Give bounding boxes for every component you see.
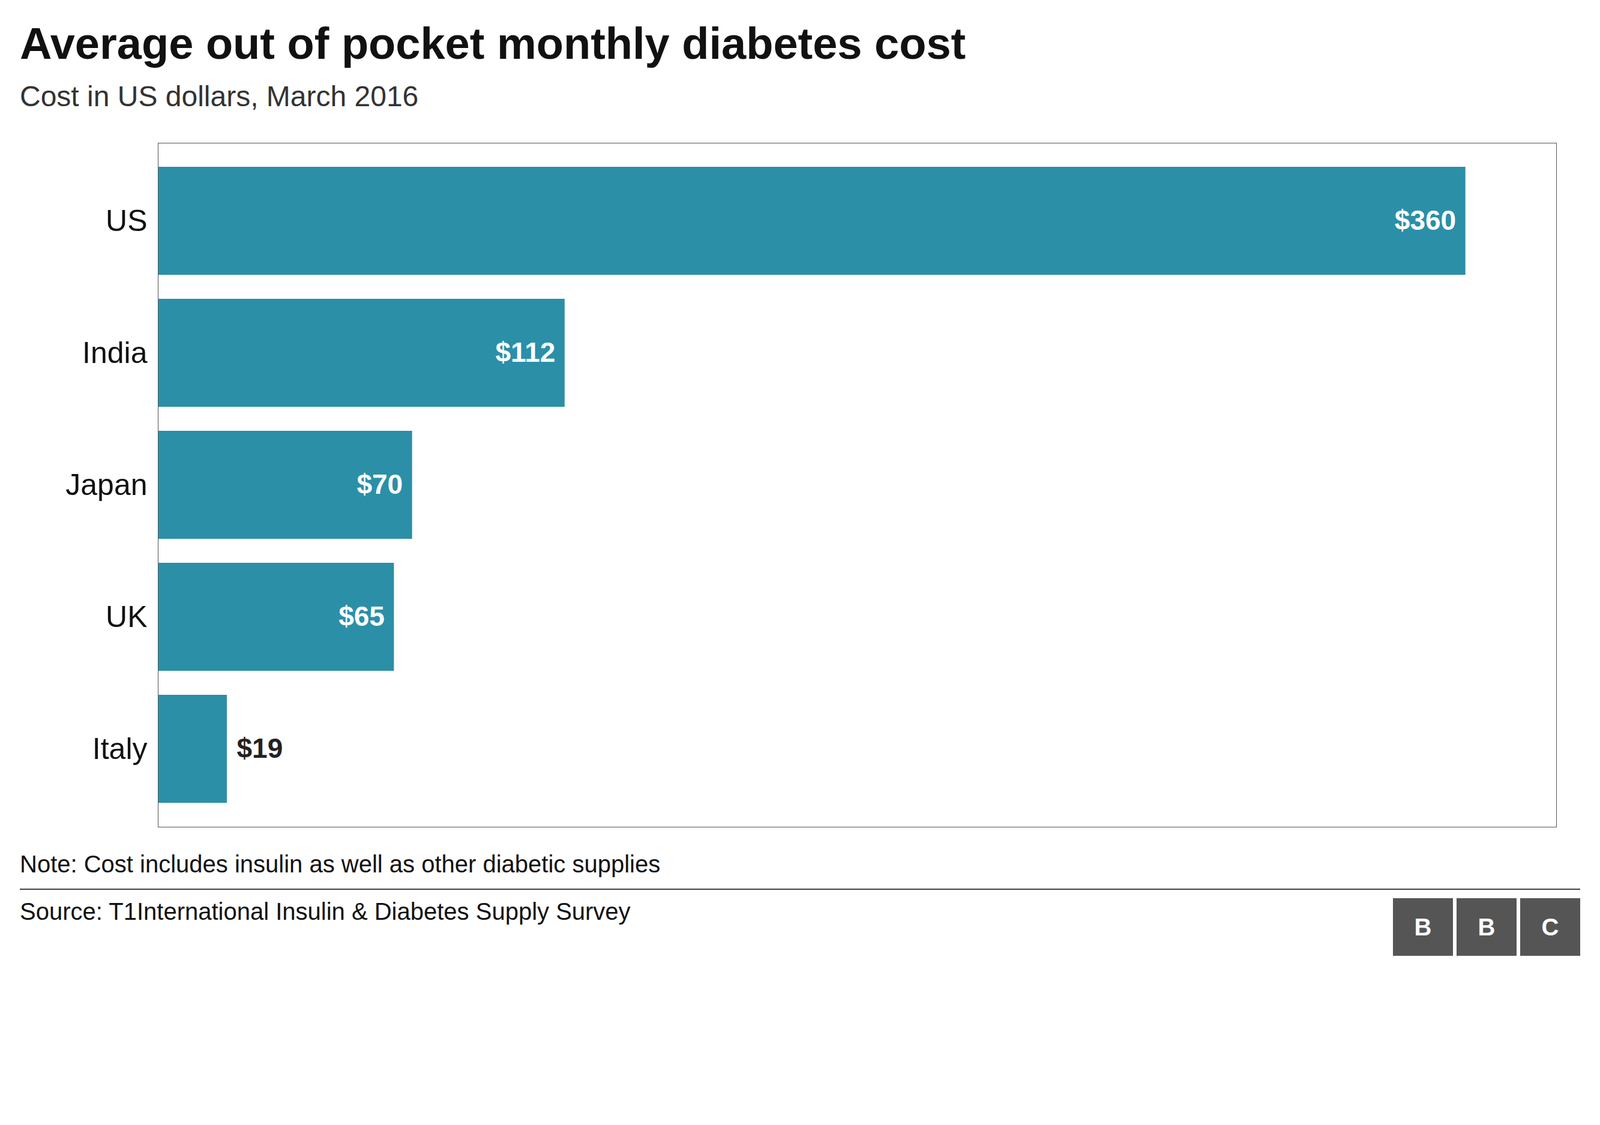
svg-text:$19: $19 xyxy=(236,732,283,764)
html-text:C: C xyxy=(1541,913,1559,941)
svg-text:$65: $65 xyxy=(338,600,385,632)
html-text:Average out of pocket monthly: Average out of pocket monthly diabetes c… xyxy=(19,18,966,69)
html-text:Source: T1International Insuli: Source: T1International Insulin & Diabet… xyxy=(19,898,631,925)
svg-text:UK: UK xyxy=(105,600,148,634)
html-text:B: B xyxy=(1477,913,1496,941)
svg-text:$112: $112 xyxy=(495,336,556,368)
svg-text:$70: $70 xyxy=(356,468,403,500)
svg-text:India: India xyxy=(82,336,148,370)
svg-text:$360: $360 xyxy=(1394,204,1456,236)
svg-text:Italy: Italy xyxy=(92,732,148,766)
svg-text:US: US xyxy=(105,204,148,238)
html-text:Cost in US dollars, March 2016: Cost in US dollars, March 2016 xyxy=(19,80,419,113)
html-text:Note: Cost includes insulin as: Note: Cost includes insulin as well as o… xyxy=(19,851,661,878)
svg-text:Japan: Japan xyxy=(65,468,148,502)
html-text:B: B xyxy=(1414,913,1432,941)
